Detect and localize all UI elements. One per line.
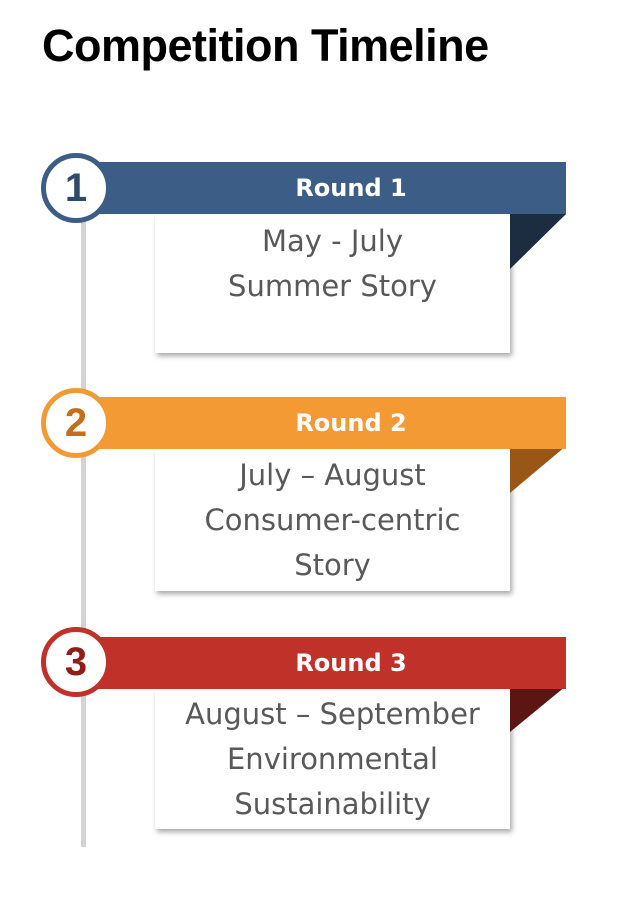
round-3-dates: August – September bbox=[185, 697, 480, 731]
round-2-fold bbox=[510, 446, 566, 493]
round-1-number-badge: 1 bbox=[41, 153, 111, 223]
round-card-2: July – August Consumer-centric Story bbox=[155, 449, 510, 591]
round-3-banner: Round 3 bbox=[81, 637, 566, 689]
round-2-theme-line-1: Consumer-centric bbox=[204, 503, 461, 537]
round-1-dates: May - July bbox=[261, 224, 403, 258]
round-1-banner: Round 1 bbox=[81, 162, 566, 214]
round-2-number-badge: 2 bbox=[41, 388, 111, 458]
timeline-line bbox=[81, 200, 86, 847]
round-2-label: Round 2 bbox=[295, 409, 407, 437]
round-3-number-badge: 3 bbox=[41, 627, 111, 697]
round-card-3: August – September Environmental Sustain… bbox=[155, 689, 510, 829]
round-card-1: May - July Summer Story bbox=[155, 214, 510, 353]
round-3-theme-line-1: Environmental bbox=[226, 742, 438, 776]
round-2-dates: July – August bbox=[239, 458, 426, 492]
round-3-label: Round 3 bbox=[295, 649, 407, 677]
round-1-theme: Summer Story bbox=[228, 269, 437, 303]
round-2-theme-line-2: Story bbox=[294, 548, 371, 582]
round-2-banner: Round 2 bbox=[81, 397, 566, 449]
round-1-fold bbox=[510, 214, 566, 269]
round-3-fold bbox=[510, 686, 566, 732]
round-1-label: Round 1 bbox=[295, 174, 407, 202]
round-3-theme-line-2: Sustainability bbox=[234, 787, 431, 821]
page-title: Competition Timeline bbox=[42, 20, 489, 71]
